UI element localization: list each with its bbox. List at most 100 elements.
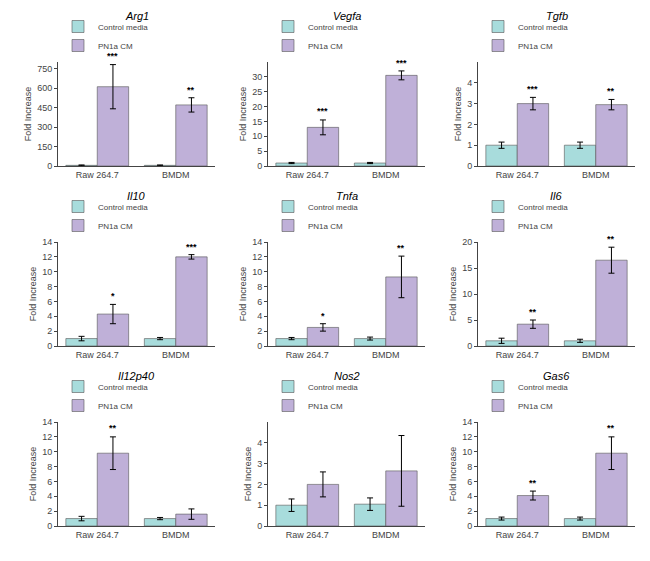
svg-text:6: 6 <box>47 297 52 307</box>
svg-text:6: 6 <box>257 297 262 307</box>
svg-text:Gas6: Gas6 <box>543 370 570 382</box>
svg-text:2: 2 <box>47 326 52 336</box>
svg-text:Fold Increase: Fold Increase <box>238 267 248 322</box>
svg-text:Raw 264.7: Raw 264.7 <box>496 530 539 540</box>
svg-text:2: 2 <box>467 120 472 130</box>
svg-text:Fold Increase: Fold Increase <box>23 87 33 142</box>
svg-text:**: ** <box>109 423 117 433</box>
svg-text:PN1a CM: PN1a CM <box>98 42 133 51</box>
svg-text:***: *** <box>527 84 538 94</box>
svg-text:PN1a CM: PN1a CM <box>98 222 133 231</box>
svg-text:BMDM: BMDM <box>162 530 190 540</box>
svg-text:**: ** <box>397 243 405 253</box>
svg-text:0: 0 <box>47 161 52 171</box>
svg-text:4: 4 <box>257 438 262 448</box>
svg-text:Control media: Control media <box>98 203 148 212</box>
svg-text:BMDM: BMDM <box>372 530 400 540</box>
svg-text:*: * <box>111 291 115 301</box>
svg-text:750: 750 <box>37 64 52 74</box>
svg-text:6: 6 <box>47 477 52 487</box>
svg-text:3: 3 <box>257 459 262 469</box>
svg-text:8: 8 <box>47 282 52 292</box>
svg-text:Il10: Il10 <box>127 190 146 202</box>
svg-text:0: 0 <box>467 521 472 531</box>
svg-text:Control media: Control media <box>308 23 358 32</box>
svg-text:Fold Increase: Fold Increase <box>243 447 253 502</box>
svg-text:***: *** <box>107 51 118 61</box>
svg-text:10: 10 <box>42 447 52 457</box>
svg-text:**: ** <box>529 478 537 488</box>
svg-text:12: 12 <box>42 252 52 262</box>
svg-text:Fold Increase: Fold Increase <box>28 447 38 502</box>
svg-text:3: 3 <box>467 99 472 109</box>
svg-text:Raw 264.7: Raw 264.7 <box>286 170 329 180</box>
svg-text:14: 14 <box>42 417 52 427</box>
svg-text:Control media: Control media <box>518 383 568 392</box>
svg-text:Raw 264.7: Raw 264.7 <box>286 530 329 540</box>
svg-text:PN1a CM: PN1a CM <box>308 402 343 411</box>
svg-text:Il6: Il6 <box>550 190 563 202</box>
svg-text:10: 10 <box>462 447 472 457</box>
svg-text:Control media: Control media <box>98 23 148 32</box>
svg-text:Fold Increase: Fold Increase <box>453 87 463 142</box>
svg-text:BMDM: BMDM <box>372 170 400 180</box>
svg-text:**: ** <box>529 307 537 317</box>
svg-text:PN1a CM: PN1a CM <box>98 402 133 411</box>
svg-text:8: 8 <box>47 462 52 472</box>
svg-text:5: 5 <box>257 146 262 156</box>
svg-text:Tnfa: Tnfa <box>336 190 358 202</box>
svg-text:6: 6 <box>467 477 472 487</box>
svg-text:**: ** <box>607 234 615 244</box>
svg-text:15: 15 <box>252 117 262 127</box>
svg-text:150: 150 <box>37 142 52 152</box>
svg-text:2: 2 <box>257 326 262 336</box>
svg-text:0: 0 <box>467 161 472 171</box>
svg-text:Tgfb: Tgfb <box>546 10 568 22</box>
svg-text:10: 10 <box>462 289 472 299</box>
svg-text:Raw 264.7: Raw 264.7 <box>496 350 539 360</box>
svg-text:Fold Increase: Fold Increase <box>238 87 248 142</box>
svg-text:14: 14 <box>42 237 52 247</box>
svg-text:4: 4 <box>257 311 262 321</box>
svg-text:**: ** <box>607 423 615 433</box>
svg-text:Raw 264.7: Raw 264.7 <box>496 170 539 180</box>
svg-text:0: 0 <box>257 521 262 531</box>
svg-text:2: 2 <box>467 506 472 516</box>
svg-text:Control media: Control media <box>518 23 568 32</box>
svg-text:Control media: Control media <box>518 203 568 212</box>
svg-text:10: 10 <box>252 267 262 277</box>
svg-text:4: 4 <box>47 311 52 321</box>
svg-text:450: 450 <box>37 103 52 113</box>
svg-text:Control media: Control media <box>98 383 148 392</box>
svg-text:8: 8 <box>467 462 472 472</box>
svg-text:PN1a CM: PN1a CM <box>518 222 553 231</box>
svg-text:0: 0 <box>257 161 262 171</box>
svg-text:4: 4 <box>47 491 52 501</box>
svg-text:Control media: Control media <box>308 383 358 392</box>
svg-text:2: 2 <box>47 506 52 516</box>
svg-text:BMDM: BMDM <box>582 530 610 540</box>
svg-text:Arg1: Arg1 <box>125 10 149 22</box>
svg-text:12: 12 <box>42 432 52 442</box>
svg-text:14: 14 <box>462 417 472 427</box>
svg-text:10: 10 <box>42 267 52 277</box>
svg-text:Raw 264.7: Raw 264.7 <box>76 170 119 180</box>
svg-text:12: 12 <box>462 432 472 442</box>
svg-text:*: * <box>321 311 325 321</box>
svg-text:***: *** <box>396 58 407 68</box>
svg-text:12: 12 <box>252 252 262 262</box>
svg-text:Raw 264.7: Raw 264.7 <box>76 530 119 540</box>
svg-text:**: ** <box>187 85 195 95</box>
svg-text:BMDM: BMDM <box>372 350 400 360</box>
svg-text:15: 15 <box>462 263 472 273</box>
svg-text:14: 14 <box>252 237 262 247</box>
svg-text:1: 1 <box>257 500 262 510</box>
svg-text:25: 25 <box>252 87 262 97</box>
svg-text:Fold Increase: Fold Increase <box>28 267 38 322</box>
svg-text:***: *** <box>186 242 197 252</box>
svg-text:300: 300 <box>37 122 52 132</box>
svg-text:BMDM: BMDM <box>162 350 190 360</box>
svg-text:30: 30 <box>252 72 262 82</box>
svg-text:5: 5 <box>467 315 472 325</box>
svg-text:BMDM: BMDM <box>582 350 610 360</box>
